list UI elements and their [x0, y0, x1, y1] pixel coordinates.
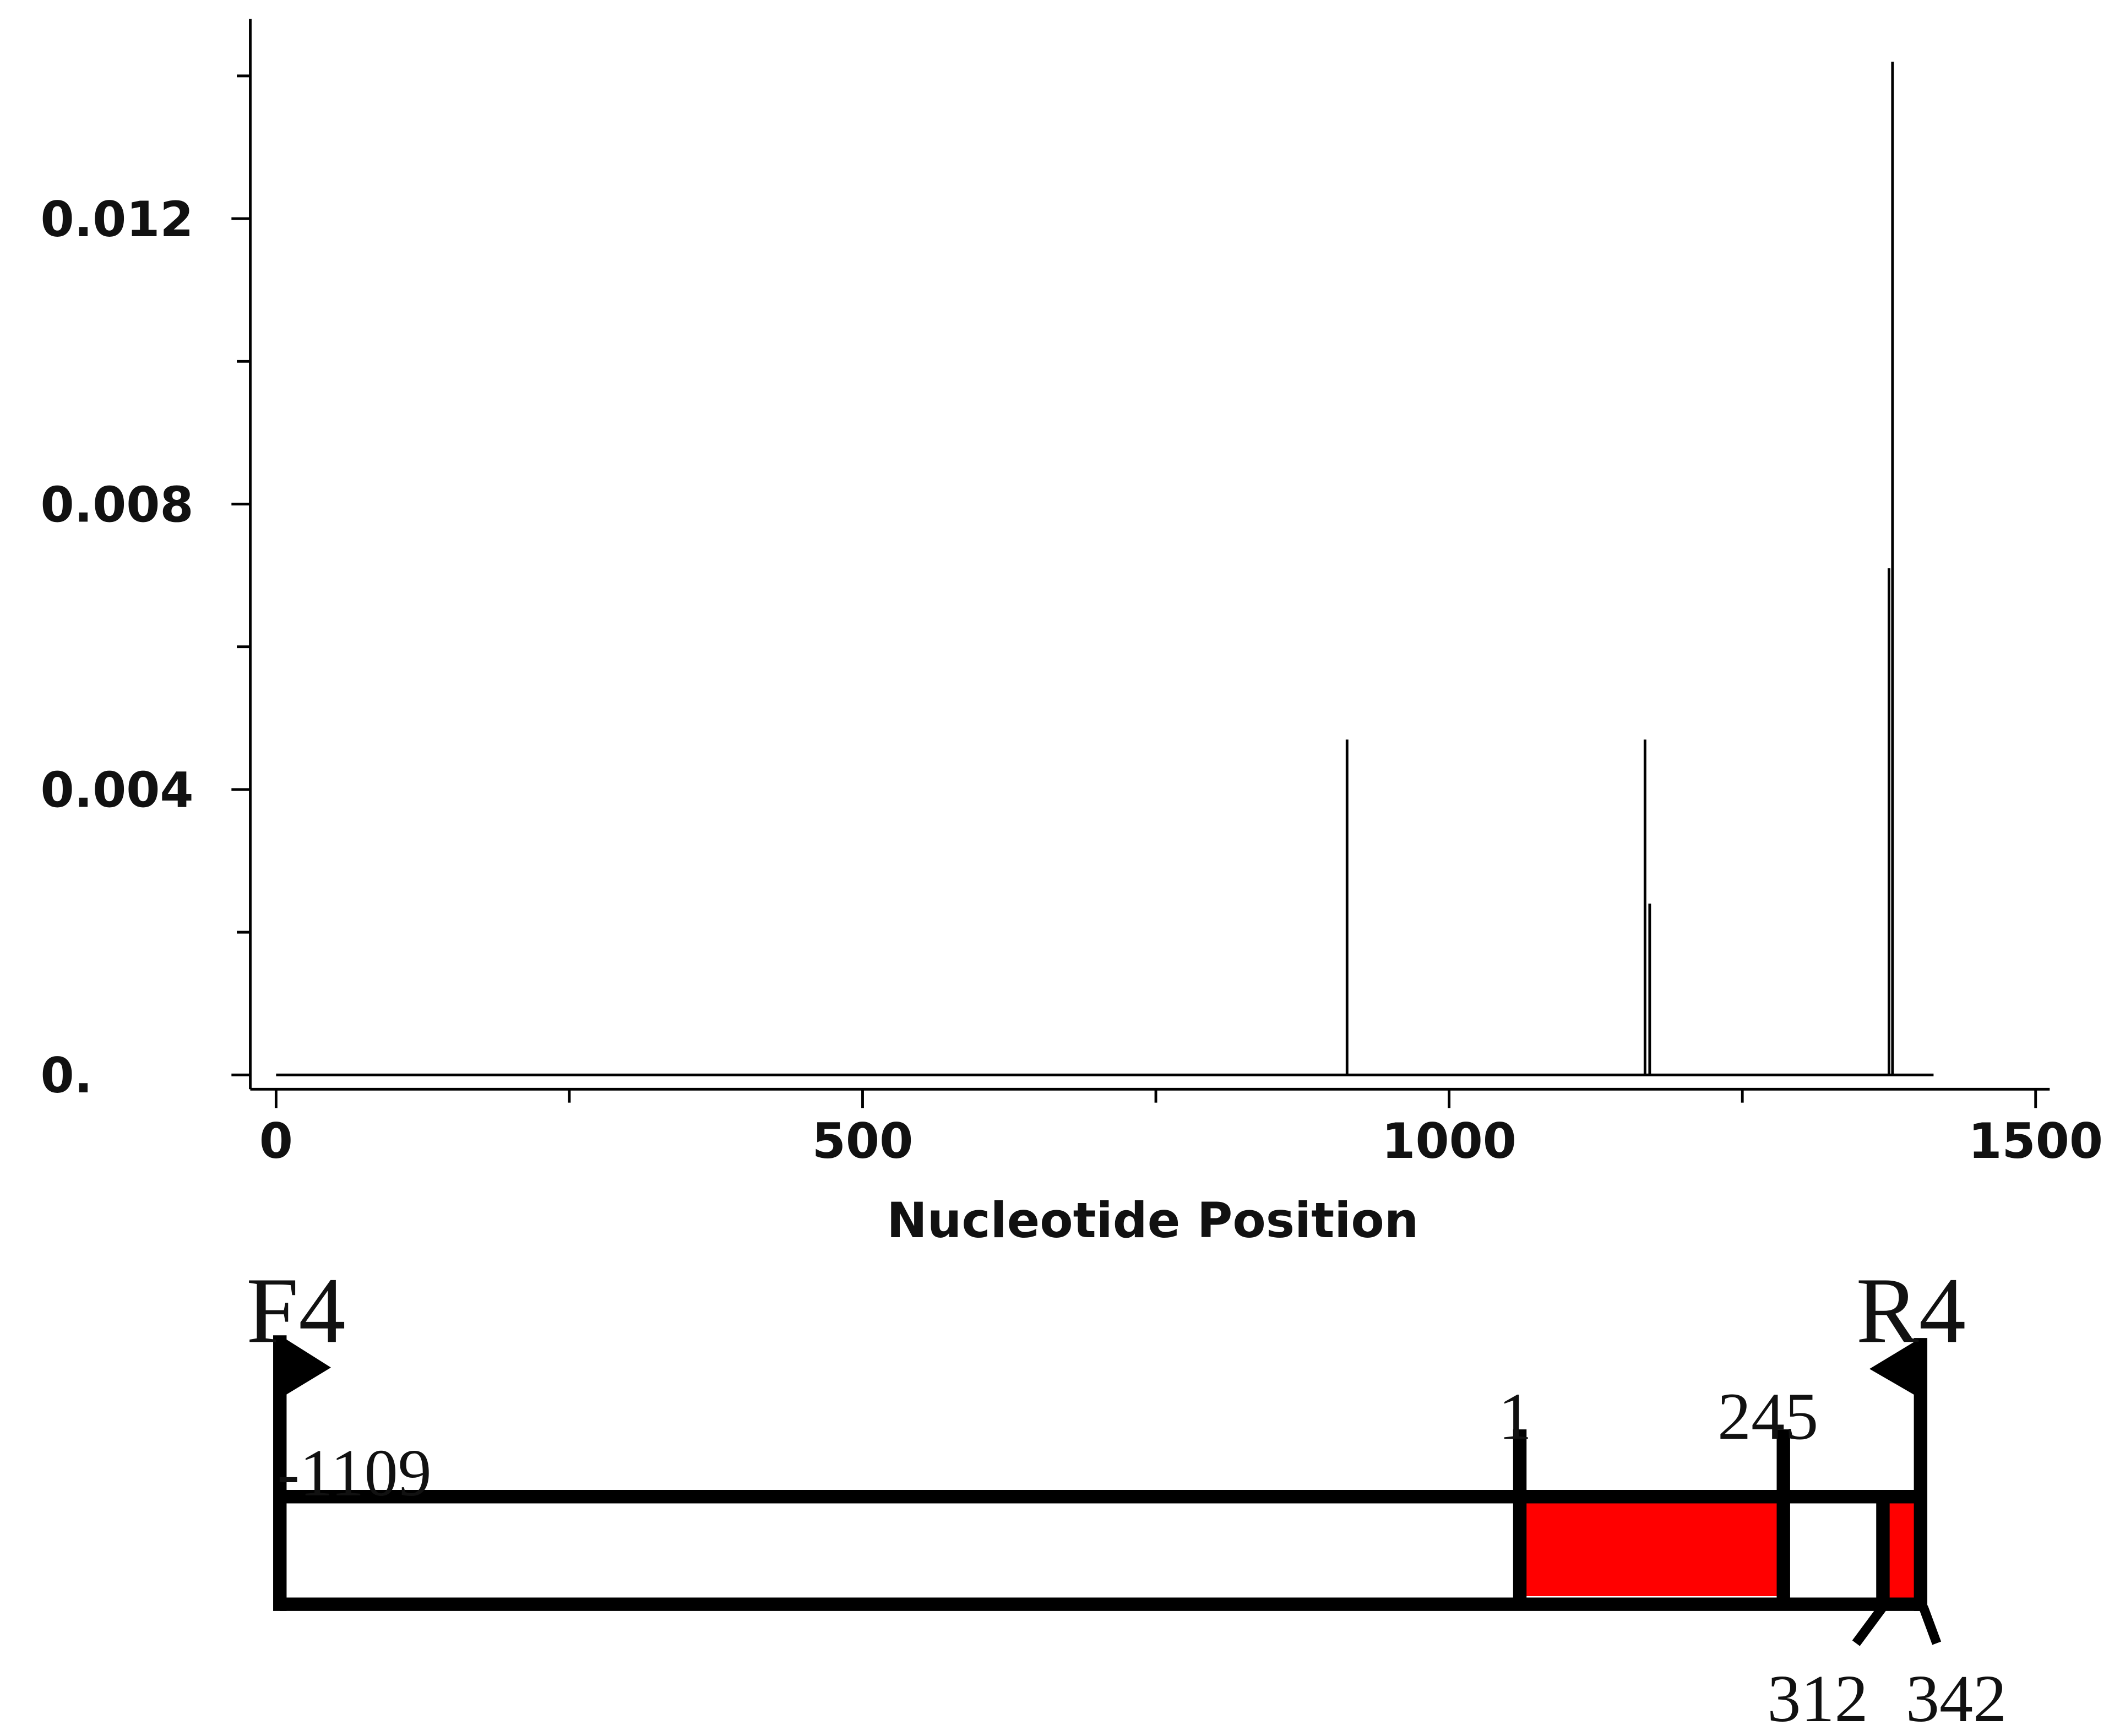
position-label: 312 [1767, 1662, 1868, 1736]
y-tick-label: 0.012 [41, 191, 194, 248]
x-tick-label: 0 [259, 1113, 293, 1169]
primer-label: R4 [1856, 1258, 1966, 1362]
position-label: -1109 [277, 1436, 431, 1510]
primer-flag [280, 1335, 331, 1398]
primer-label: F4 [246, 1258, 346, 1362]
gene-diagram [273, 1335, 1942, 1646]
x-axis-title: Nucleotide Position [887, 1192, 1418, 1249]
marker-line [1918, 1605, 1942, 1645]
y-tick-label: 0.008 [41, 476, 194, 533]
x-tick-label: 500 [812, 1113, 914, 1169]
exon-box [1520, 1502, 1784, 1597]
exon-box [1885, 1502, 1916, 1599]
y-tick-label: 0. [41, 1047, 93, 1104]
position-label: 245 [1717, 1379, 1818, 1454]
position-label: 1 [1498, 1379, 1532, 1454]
y-tick-label: 0.004 [41, 762, 194, 819]
position-label: 342 [1906, 1662, 2007, 1736]
marker-line [1852, 1604, 1887, 1646]
x-tick-label: 1500 [1968, 1113, 2103, 1169]
primer-flag [1869, 1338, 1921, 1398]
x-tick-label: 1000 [1382, 1113, 1516, 1169]
